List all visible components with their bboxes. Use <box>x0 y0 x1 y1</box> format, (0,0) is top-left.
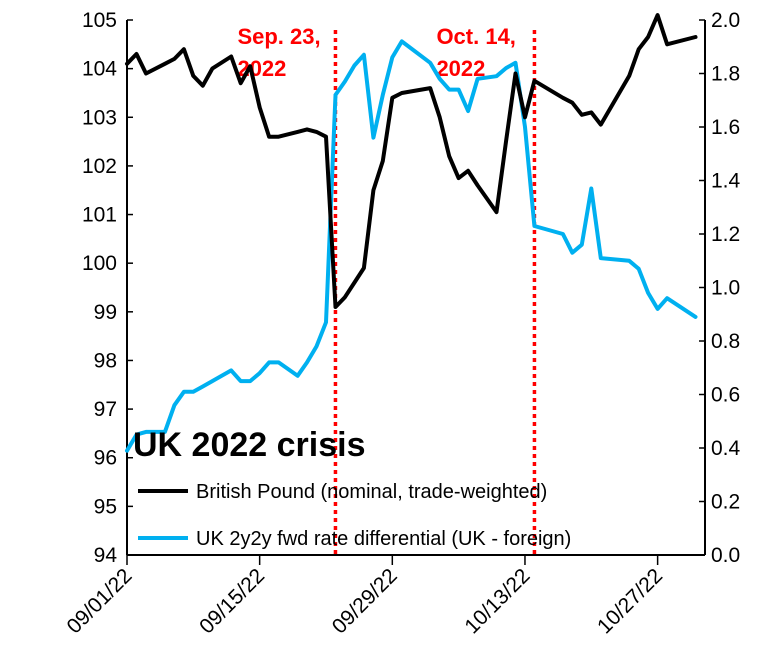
y-left-tick-label: 96 <box>94 447 117 470</box>
annotation-label: Oct. 14, <box>436 24 515 49</box>
y-left-tick-label: 101 <box>82 204 117 227</box>
x-tick-label: 09/29/22 <box>328 564 402 638</box>
y-right-tick-label: 1.4 <box>711 170 741 193</box>
y-right-tick-label: 0.6 <box>711 384 740 407</box>
y-right-tick-label: 2.0 <box>711 9 740 32</box>
y-right-tick-label: 0.0 <box>711 544 740 567</box>
legend-label-rate-diff: UK 2y2y fwd rate differential (UK - fore… <box>196 528 571 550</box>
series-lines <box>125 13 698 453</box>
x-tick-label: 09/01/22 <box>62 564 136 638</box>
y-left-tick-label: 104 <box>82 58 117 81</box>
y-left-tick-label: 102 <box>82 155 117 178</box>
y-left-tick-label: 97 <box>94 398 117 421</box>
y-left-tick-label: 94 <box>94 544 118 567</box>
x-tick-label: 10/13/22 <box>460 564 534 638</box>
series-line-pound <box>125 13 698 309</box>
chart-title: UK 2022 crisis <box>133 426 366 464</box>
y-right-tick-label: 1.2 <box>711 223 740 246</box>
y-left-tick-label: 98 <box>94 349 117 372</box>
legend-label-pound: British Pound (nominal, trade-weighted) <box>196 481 547 503</box>
y-left-tick-label: 105 <box>82 9 117 32</box>
y-right-tick-label: 0.8 <box>711 330 740 353</box>
y-right-tick-label: 1.0 <box>711 277 740 300</box>
y-left-tick-label: 95 <box>94 495 117 518</box>
series-line-rate-diff <box>125 39 698 453</box>
x-tick-label: 09/15/22 <box>195 564 269 638</box>
y-right-tick-label: 0.2 <box>711 491 740 514</box>
legend: UK 2022 crisis British Pound (nominal, t… <box>133 426 571 550</box>
y-left-tick-label: 100 <box>82 252 117 275</box>
y-left-tick-label: 103 <box>82 106 117 129</box>
y-right-tick-label: 0.4 <box>711 437 741 460</box>
y-right-tick-label: 1.8 <box>711 63 740 86</box>
annotation-label: Sep. 23, <box>237 24 320 49</box>
x-tick-label: 10/27/22 <box>593 564 667 638</box>
y-right-tick-label: 1.6 <box>711 116 740 139</box>
y-left-tick-label: 99 <box>94 301 117 324</box>
